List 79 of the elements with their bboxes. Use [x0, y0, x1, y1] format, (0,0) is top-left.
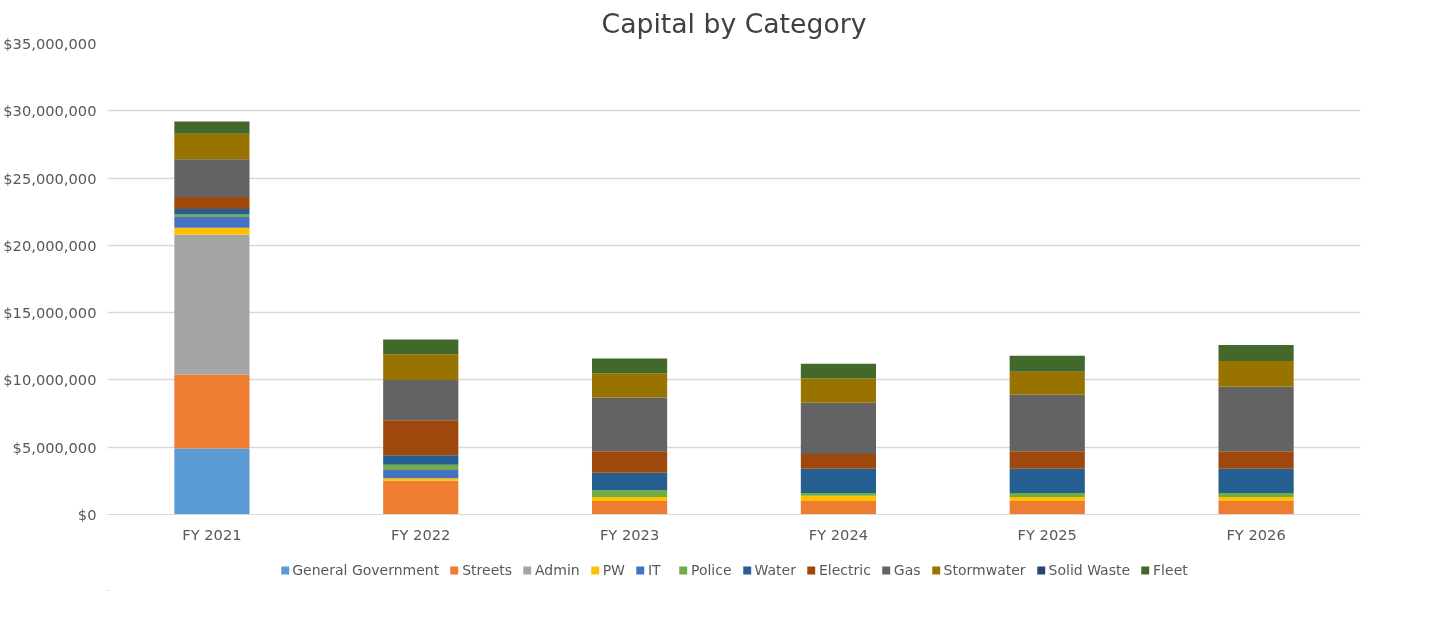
bar [383, 379, 459, 421]
y-tick-label: $35,000,000 [3, 35, 97, 52]
bar [1009, 371, 1085, 395]
bar [800, 492, 877, 496]
bar [1009, 451, 1085, 469]
legend-label: General Government [292, 562, 440, 578]
bar [800, 453, 877, 469]
bar [383, 354, 459, 380]
x-tick-label: FY 2021 [182, 525, 242, 543]
bar [1009, 501, 1085, 515]
x-tick-label: FY 2024 [808, 525, 869, 543]
bar [174, 217, 250, 228]
legend-label: Water [754, 562, 796, 578]
x-tick-label: FY 2026 [1226, 525, 1286, 543]
bar [591, 451, 668, 473]
bar [1009, 355, 1085, 372]
bar [1218, 344, 1294, 362]
bar [800, 501, 877, 515]
bar [174, 214, 250, 218]
bar [591, 472, 668, 491]
x-tick-label: FY 2023 [599, 525, 660, 543]
legend-label: PW [602, 562, 625, 578]
legend-label: Electric [818, 562, 871, 578]
bar [1218, 492, 1294, 498]
bar [591, 358, 668, 374]
legend-label: Admin [535, 562, 580, 578]
bar [1009, 394, 1085, 452]
y-tick-label: $25,000,000 [3, 169, 97, 187]
y-tick-label: $30,000,000 [3, 102, 97, 120]
bar [383, 480, 459, 515]
bar [1009, 492, 1085, 498]
bar [174, 196, 250, 210]
bar [174, 159, 250, 197]
legend-label: Fleet [1153, 562, 1188, 578]
y-tick-label: $0 [77, 506, 97, 523]
bar [1218, 451, 1294, 469]
bar [1218, 468, 1294, 493]
bar [383, 420, 459, 456]
legend-label: Police [690, 562, 732, 578]
x-tick-label: FY 2022 [391, 525, 451, 543]
y-tick-label: $5,000,000 [12, 438, 97, 456]
x-tick-label: FY 2025 [1017, 525, 1077, 543]
bar [174, 374, 250, 449]
bar [174, 133, 250, 160]
bar [383, 339, 459, 355]
bar [174, 209, 250, 215]
bar [1218, 361, 1294, 387]
bar [800, 363, 877, 379]
bar [383, 478, 459, 481]
bar [1009, 468, 1085, 493]
bar [383, 464, 459, 471]
bar [1218, 386, 1294, 452]
y-tick-label: $10,000,000 [3, 371, 97, 389]
bar [800, 495, 877, 502]
legend-label: Solid Waste [1048, 562, 1131, 578]
bar [1009, 497, 1085, 502]
legend-label: IT [647, 562, 662, 578]
legend-label: Streets [462, 562, 513, 578]
y-tick-label: $20,000,000 [3, 236, 97, 254]
bar [591, 490, 668, 498]
bar [800, 468, 877, 493]
bar [591, 373, 668, 398]
bar [383, 455, 459, 465]
bar [174, 227, 250, 235]
legend-label: Gas [893, 562, 921, 578]
bar [383, 470, 459, 479]
bar [591, 397, 668, 452]
bar [800, 378, 877, 403]
bar [591, 501, 668, 515]
y-tick-label: $15,000,000 [3, 304, 97, 322]
bar [1218, 497, 1294, 502]
bar [174, 121, 250, 134]
bar [591, 497, 668, 502]
bar [800, 402, 877, 454]
bar [174, 448, 250, 515]
chart-title: Capital by Category [601, 7, 867, 39]
bar [1218, 501, 1294, 515]
bar [174, 234, 250, 375]
legend-label: Stormwater [943, 562, 1026, 578]
